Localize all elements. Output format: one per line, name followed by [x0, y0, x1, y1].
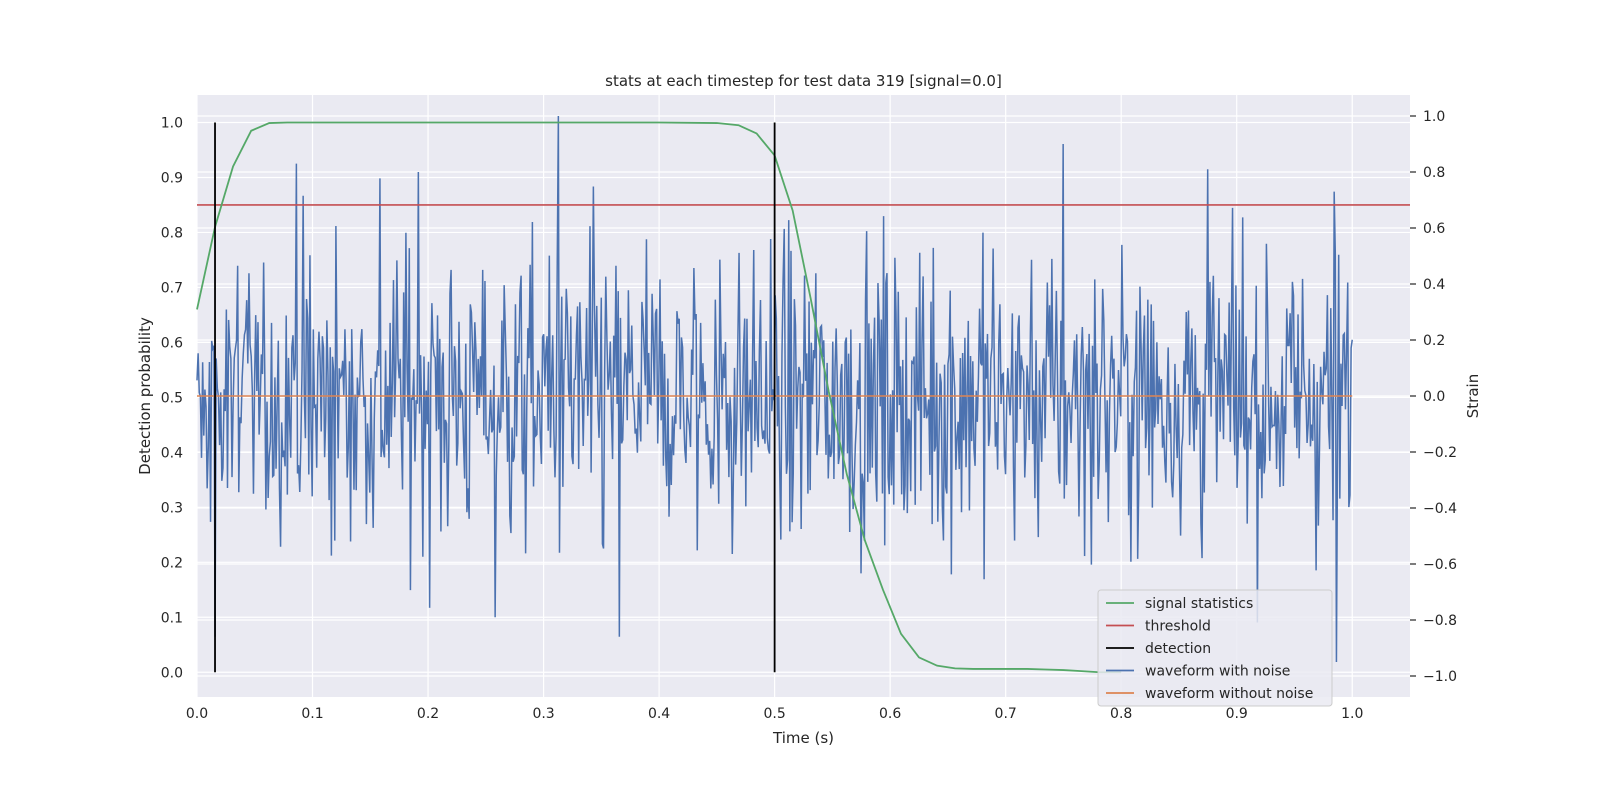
- legend-label: waveform without noise: [1145, 686, 1313, 702]
- x-axis: 0.0 0.1 0.2 0.3 0.4 0.5 0.6 0.7 0.8 0.9 1.0: [186, 706, 1364, 722]
- y-right-tick-label: −0.4: [1423, 501, 1457, 517]
- series-signal-statistics: [196, 121, 1122, 674]
- x-tick-label: 0.8: [1110, 706, 1132, 722]
- x-tick-label: 0.0: [186, 706, 208, 722]
- legend-label: waveform with noise: [1145, 664, 1290, 680]
- y-left-tick-label: 0.5: [161, 390, 183, 406]
- x-tick-label: 1.0: [1341, 706, 1363, 722]
- x-tick-label: 0.2: [417, 706, 439, 722]
- y-left-tick-label: 0.6: [161, 335, 183, 351]
- legend-label: threshold: [1145, 619, 1211, 635]
- y-left-tick-label: 0.0: [161, 665, 183, 681]
- left-y-axis-label: Detection probability: [136, 317, 154, 475]
- y-left-tick-label: 0.1: [161, 610, 183, 626]
- legend-box: [1097, 589, 1333, 707]
- y-left-tick-label: 1.0: [161, 115, 183, 131]
- x-tick-label: 0.3: [532, 706, 554, 722]
- y-right-tick-label: −0.6: [1423, 557, 1457, 573]
- legend: signal statistics threshold detection wavef…: [1097, 589, 1333, 707]
- legend-label: detection: [1145, 641, 1211, 657]
- y-left-tick-label: 0.9: [161, 170, 183, 186]
- y-right-tick-label: −0.8: [1423, 613, 1457, 629]
- x-tick-label: 0.4: [648, 706, 670, 722]
- y-left-tick-label: 0.4: [161, 445, 183, 461]
- legend-label: signal statistics: [1145, 596, 1253, 612]
- right-y-axis: −1.0 −0.8 −0.6 −0.4 −0.2 0.0 0.2 0.4 0.6 0.8 1.0: [1410, 109, 1457, 685]
- y-left-tick-label: 0.3: [161, 500, 183, 516]
- y-right-tick-label: 0.0: [1423, 389, 1445, 405]
- x-axis-label: Time (s): [772, 729, 834, 747]
- y-left-tick-label: 0.7: [161, 280, 183, 296]
- series-layer: [196, 115, 1410, 674]
- y-right-tick-label: 0.2: [1423, 333, 1445, 349]
- x-tick-label: 0.5: [763, 706, 785, 722]
- x-tick-label: 0.9: [1226, 706, 1248, 722]
- left-y-axis: 0.0 0.1 0.2 0.3 0.4 0.5 0.6 0.7 0.8 0.9 1.0: [161, 115, 183, 681]
- y-right-tick-label: 0.4: [1423, 277, 1445, 293]
- y-right-tick-label: 1.0: [1423, 109, 1445, 125]
- y-left-tick-label: 0.2: [161, 555, 183, 571]
- y-right-tick-label: 0.6: [1423, 221, 1445, 237]
- y-left-tick-label: 0.8: [161, 225, 183, 241]
- x-tick-label: 0.6: [879, 706, 901, 722]
- y-right-tick-label: 0.8: [1423, 165, 1445, 181]
- y-right-tick-label: −0.2: [1423, 445, 1457, 461]
- chart-title: stats at each timestep for test data 319…: [605, 72, 1002, 90]
- x-tick-label: 0.1: [301, 706, 323, 722]
- right-y-axis-label: Strain: [1464, 374, 1482, 418]
- y-right-tick-label: −1.0: [1423, 669, 1457, 685]
- x-tick-label: 0.7: [995, 706, 1017, 722]
